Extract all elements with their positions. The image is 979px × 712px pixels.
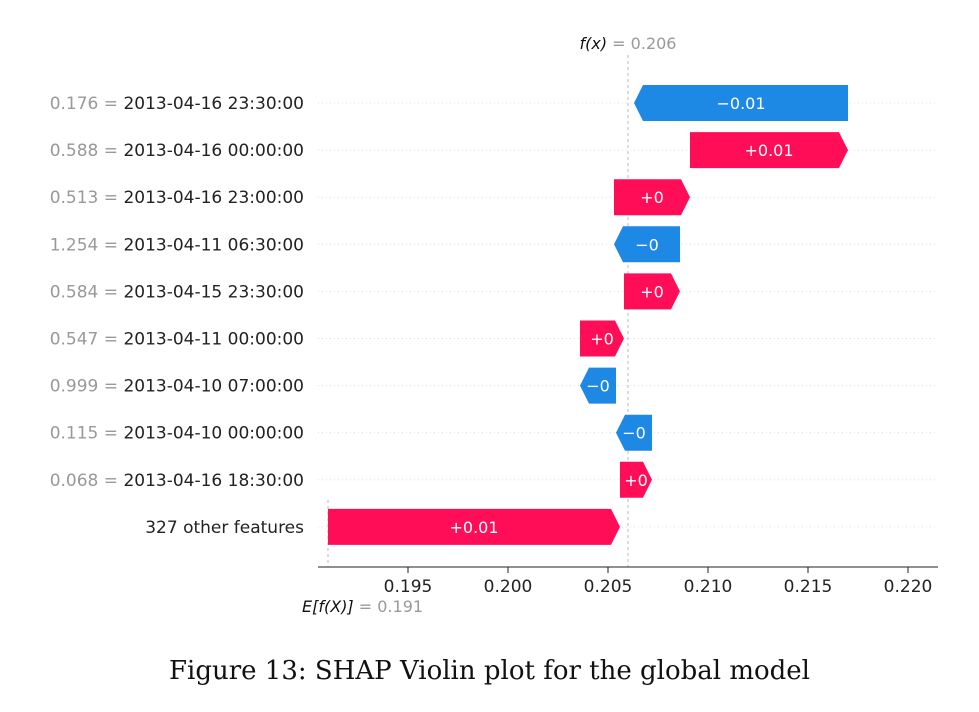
x-tick-label: 0.215 [784,577,833,597]
bar-value-label: −0.01 [716,94,765,113]
feature-label: 1.254 = 2013-04-11 06:30:00 [50,235,304,255]
shap-waterfall-chart: −0.01 0.176 = 2013-04-16 23:30:00 +0.01 0.5… [50,34,938,616]
feature-label: 0.547 = 2013-04-11 00:00:00 [50,330,304,350]
feature-label: 0.115 = 2013-04-10 00:00:00 [50,424,304,444]
waterfall-bar [690,132,848,169]
bar-value-label: −0 [622,424,646,443]
x-tick-label: 0.210 [684,577,733,597]
feature-label: 0.176 = 2013-04-16 23:30:00 [50,94,304,114]
waterfall-bar [634,85,848,121]
waterfall-bar [614,179,690,216]
x-tick-label: 0.205 [584,577,633,597]
bar-value-label: −0 [586,377,610,396]
feature-label: 0.584 = 2013-04-15 23:30:00 [50,282,304,302]
bar-value-label: +0 [624,471,648,490]
fx-label: f(x) = 0.206 [580,34,677,53]
figure-caption: Figure 13: SHAP Violin plot for the glob… [168,656,810,686]
feature-label: 0.999 = 2013-04-10 07:00:00 [50,377,304,397]
feature-label: 327 other features [145,518,304,538]
bar-value-label: +0.01 [744,141,793,160]
bar-value-label: −0 [635,235,659,254]
waterfall-bar [624,273,680,310]
waterfall-bar [328,508,620,545]
bar-value-label: +0 [590,330,614,349]
waterfall-bar [580,367,616,404]
ex-label: E[f(X)] = 0.191 [302,597,423,616]
waterfall-bar [616,414,652,451]
x-tick-label: 0.195 [384,577,433,597]
waterfall-bar [614,226,680,263]
waterfall-bar [580,320,624,357]
bar-value-label: +0 [640,282,664,301]
feature-label: 0.513 = 2013-04-16 23:00:00 [50,188,304,208]
waterfall-bar [620,461,652,498]
x-tick-label: 0.220 [884,577,933,597]
feature-label: 0.068 = 2013-04-16 18:30:00 [50,471,304,491]
feature-label: 0.588 = 2013-04-16 00:00:00 [50,141,304,161]
bar-value-label: +0 [640,188,664,207]
bar-value-label: +0.01 [449,518,498,537]
x-tick-label: 0.200 [484,577,533,597]
